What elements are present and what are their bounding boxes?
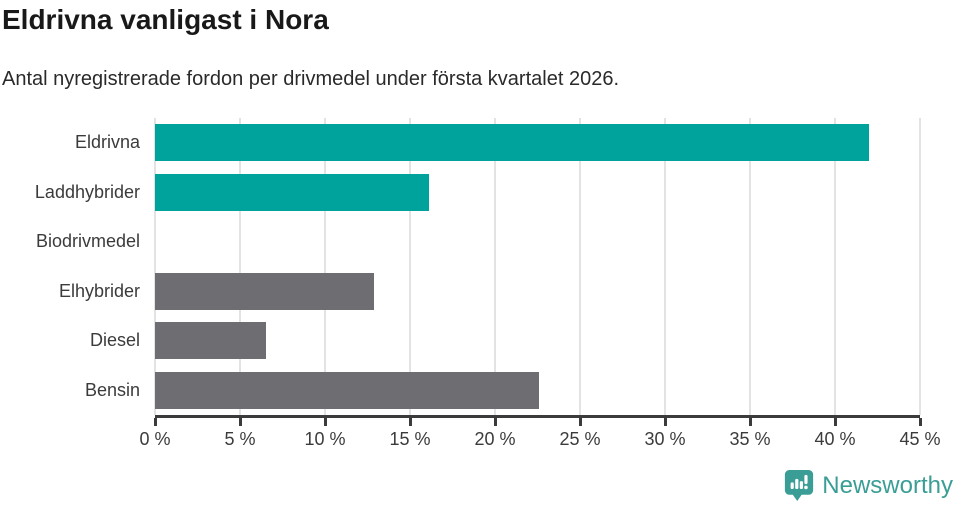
gridline-15: [409, 118, 411, 415]
bar-row: [155, 168, 920, 218]
x-axis-tick-10: [323, 418, 327, 426]
x-axis-tick-label: 40 %: [814, 429, 856, 449]
chart-title: Eldrivna vanligast i Nora: [2, 4, 329, 35]
x-axis-tick-0: [153, 418, 157, 426]
x-axis-tick-30: [663, 418, 667, 426]
gridline-10: [324, 118, 326, 415]
x-axis-tick-label: 15 %: [389, 429, 431, 449]
bar-eldrivna: [155, 124, 869, 161]
x-axis-tick-35: [748, 418, 752, 426]
x-axis-tick-label: 45 %: [899, 429, 941, 449]
category-label-diesel: Diesel: [89, 330, 140, 351]
bar-row: [155, 118, 920, 168]
x-axis-tick-label: 25 %: [559, 429, 601, 449]
category-label-elhybrider: Elhybrider: [58, 280, 140, 301]
chart-subtitle: Antal nyregistrerade fordon per drivmede…: [2, 68, 620, 90]
category-label-laddhybrider: Laddhybrider: [34, 181, 140, 202]
category-label-bensin: Bensin: [84, 379, 140, 400]
newsworthy-logo: Newsworthy: [784, 469, 953, 502]
x-axis-tick-25: [578, 418, 582, 426]
x-axis-tick-label: 0 %: [139, 429, 171, 449]
category-label-biodrivmedel: Biodrivmedel: [35, 231, 140, 252]
x-axis-tick-label: 30 %: [644, 429, 686, 449]
bar-chart: Eldrivna Laddhybrider Biodrivmedel Elhybrid…: [0, 118, 941, 449]
x-axis-line: [155, 415, 920, 418]
category-label-eldrivna: Eldrivna: [74, 132, 140, 153]
gridline-25: [579, 118, 581, 415]
gridline-20: [494, 118, 496, 415]
bar-row: [155, 366, 920, 416]
newsworthy-logo-icon: [785, 470, 814, 501]
gridline-45: [919, 118, 921, 415]
plot-area: 0 % 5 % 10 % 15 % 20 % 25 % 30 % 35 % 40 % 45 %: [139, 118, 941, 449]
bar-laddhybrider: [155, 173, 429, 211]
gridline-30: [664, 118, 666, 415]
x-axis-tick-5: [238, 418, 242, 426]
bar-row: [155, 217, 920, 267]
bar-bensin: [155, 371, 540, 409]
newsworthy-logo-text: Newsworthy: [822, 471, 953, 499]
x-axis-tick-label: 10 %: [304, 429, 346, 449]
gridline-40: [834, 118, 836, 415]
gridline-35: [749, 118, 751, 415]
x-axis-tick-40: [833, 418, 837, 426]
x-axis-tick-15: [408, 418, 412, 426]
gridline-0: [154, 118, 156, 415]
bar-diesel: [155, 322, 266, 359]
x-axis-tick-20: [493, 418, 497, 426]
x-axis-tick-45: [918, 418, 922, 426]
x-axis-tick-label: 35 %: [729, 429, 771, 449]
gridline-5: [239, 118, 241, 415]
bar-row: [155, 267, 920, 317]
x-axis-tick-label: 5 %: [224, 429, 256, 449]
x-axis-tick-label: 20 %: [474, 429, 516, 449]
category-axis: Eldrivna Laddhybrider Biodrivmedel Elhybrid…: [0, 118, 155, 415]
bar-row: [155, 316, 920, 366]
bar-elhybrider: [155, 272, 375, 310]
